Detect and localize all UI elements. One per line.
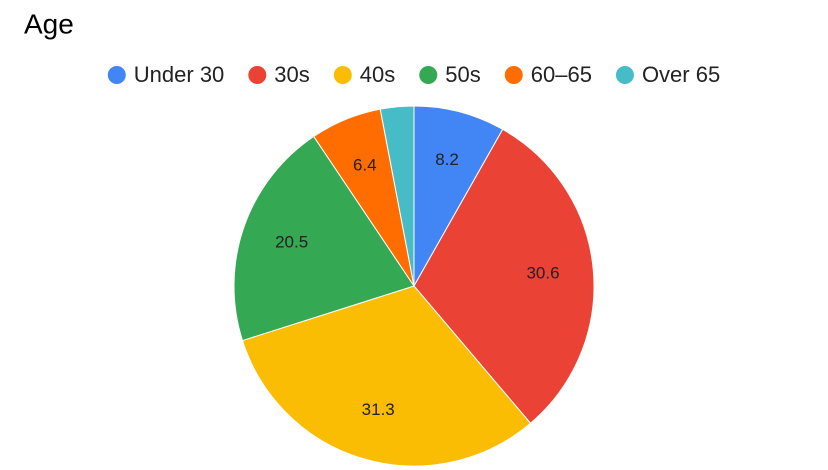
data-label: 6.4 [353,156,377,175]
data-label: 8.2 [435,150,459,169]
pie-slice [413,105,504,288]
data-label: 20.5 [275,233,308,252]
legend-swatch [333,66,352,84]
data-label: 30.6 [526,263,559,282]
legend-swatch [107,66,126,84]
pie-slice [241,285,532,467]
legend-swatch [248,66,267,84]
legend-label: 60–65 [531,62,592,87]
pie-slice [233,135,415,342]
legend-label: 30s [274,62,309,87]
legend-label: 40s [360,62,395,87]
legend-swatch [504,66,523,84]
legend-label: Under 30 [134,62,225,87]
chart-title: Age [24,8,74,39]
pie-slice [413,128,595,424]
data-label: 31.3 [362,400,395,419]
legend-swatch [615,66,634,84]
legend-label: 50s [445,62,480,87]
legend-label: Over 65 [642,62,720,87]
legend-swatch [419,66,438,84]
pie-slice [379,105,415,287]
